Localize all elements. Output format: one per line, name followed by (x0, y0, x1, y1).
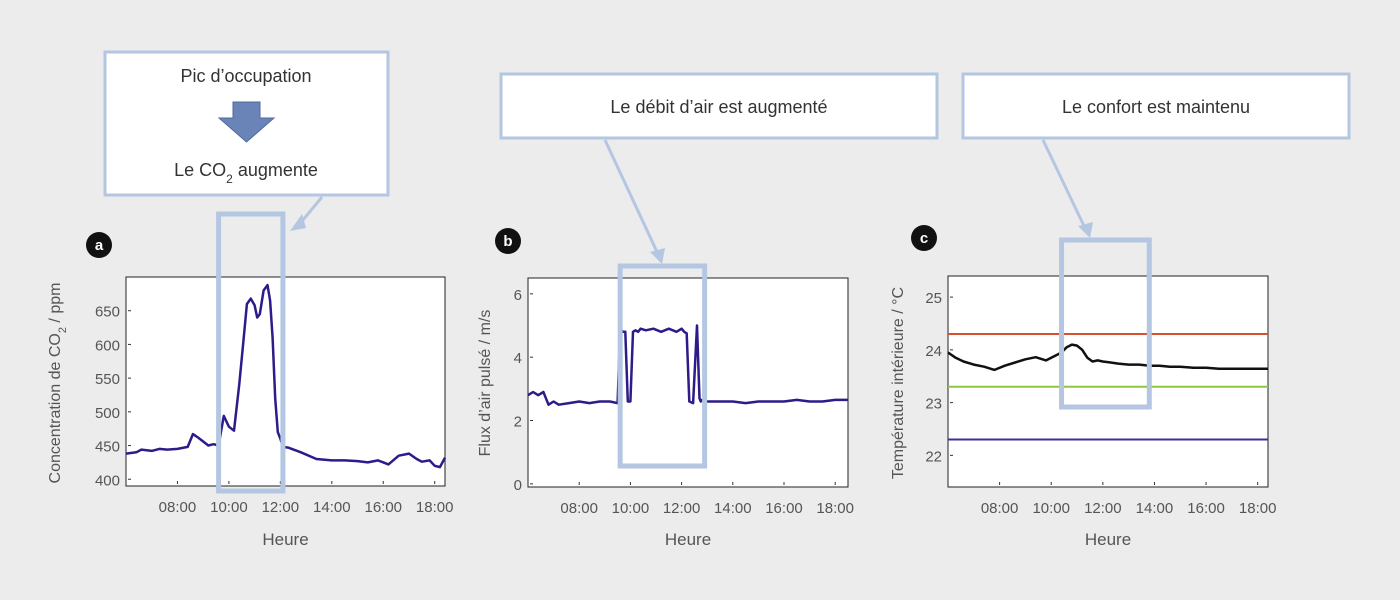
x-tick-label-c-3: 14:00 (1136, 500, 1174, 517)
x-tick-label-b-5: 18:00 (816, 500, 854, 517)
callout-b: Le débit d’air est augmenté (499, 72, 939, 140)
x-tick-label-b-1: 10:00 (612, 500, 650, 517)
x-tick-label-a-2: 12:00 (262, 499, 300, 516)
svg-text:c: c (920, 230, 928, 247)
x-tick-label-c-2: 12:00 (1084, 500, 1122, 517)
x-tick-label-b-0: 08:00 (560, 500, 598, 517)
x-tick-label-c-0: 08:00 (981, 500, 1019, 517)
y-tick-label-b-1: 2 (514, 414, 522, 431)
x-axis-label-a: Heure (262, 530, 308, 549)
x-tick-label-a-1: 10:00 (210, 499, 248, 516)
y-axis-label-b: Flux d’air pulsé / m/s (477, 310, 494, 457)
callout-b-box (499, 72, 939, 140)
x-tick-label-b-4: 16:00 (765, 500, 803, 517)
x-tick-label-a-0: 08:00 (159, 499, 197, 516)
down-arrow-icon (217, 101, 276, 143)
x-tick-label-c-4: 16:00 (1187, 500, 1225, 517)
x-axis-label-c: Heure (1085, 530, 1131, 549)
x-tick-label-c-1: 10:00 (1032, 500, 1070, 517)
x-tick-label-a-3: 14:00 (313, 499, 351, 516)
callout-b-connector (603, 139, 660, 255)
y-tick-label-a-1: 450 (95, 439, 120, 456)
x-tick-label-a-5: 18:00 (416, 499, 454, 516)
y-tick-label-a-2: 500 (95, 405, 120, 422)
highlight-box-c (1059, 237, 1152, 410)
x-tick-label-a-4: 16:00 (364, 499, 402, 516)
callout-a-line2: Le CO2 augmente (174, 160, 318, 186)
y-tick-label-c-0: 22 (925, 448, 942, 465)
chart-b-airflow: 0 2 4 6 08:00 10:00 12:00 14:00 16:00 18:00 Heure F… (477, 263, 854, 549)
series-line-a-0 (125, 283, 447, 469)
highlight-box-a (216, 211, 286, 494)
panel-b-badge: b (495, 228, 521, 254)
svg-text:a: a (95, 237, 104, 254)
x-tick-label-b-2: 12:00 (663, 500, 701, 517)
x-tick-label-c-5: 18:00 (1239, 500, 1277, 517)
callout-c-arrowhead-icon (1078, 222, 1093, 238)
y-tick-label-b-3: 6 (514, 287, 522, 304)
callout-c: Le confort est maintenu (961, 72, 1351, 140)
y-tick-label-c-2: 24 (925, 343, 942, 360)
series-line-c-0 (947, 343, 1268, 372)
y-tick-label-a-5: 650 (95, 304, 120, 321)
panel-a-badge: a (86, 232, 112, 258)
plot-area-a (125, 276, 446, 487)
chart-c-temperature: 22 23 24 25 08:00 10:00 12:00 14:00 16:00 18:00 He… (890, 237, 1277, 549)
callout-b-text: Le débit d’air est augmenté (610, 97, 827, 117)
callout-c-text: Le confort est maintenu (1062, 97, 1250, 117)
callout-a-arrowhead-icon (290, 214, 306, 231)
panel-c-badge: c (911, 225, 937, 251)
y-tick-label-a-3: 550 (95, 371, 120, 388)
y-tick-label-a-4: 600 (95, 337, 120, 354)
svg-text:b: b (503, 233, 512, 250)
x-axis-label-b: Heure (665, 530, 711, 549)
callout-a-line1: Pic d’occupation (180, 66, 311, 86)
y-tick-label-c-3: 25 (925, 290, 942, 307)
plot-area-c (947, 275, 1269, 488)
y-tick-label-a-0: 400 (95, 472, 120, 489)
y-axis-label-a: Concentration de CO2 / ppm (47, 283, 69, 484)
y-tick-label-c-1: 23 (925, 396, 942, 413)
chart-a-co2: 400 450 500 550 600 650 08:00 10:00 12:00 14:00 16… (47, 211, 454, 549)
y-tick-label-b-2: 4 (514, 350, 522, 367)
series-line-b-0 (527, 324, 848, 406)
x-tick-label-b-3: 14:00 (714, 500, 752, 517)
y-tick-label-b-0: 0 (514, 477, 522, 494)
y-axis-label-c: Température intérieure / °C (890, 287, 907, 479)
callout-b-arrowhead-icon (650, 248, 665, 264)
callout-c-box (961, 72, 1351, 140)
callout-a: Pic d’occupation Le CO2 augmente (103, 50, 390, 197)
callout-c-connector (1041, 139, 1087, 229)
highlight-box-b (617, 263, 708, 469)
